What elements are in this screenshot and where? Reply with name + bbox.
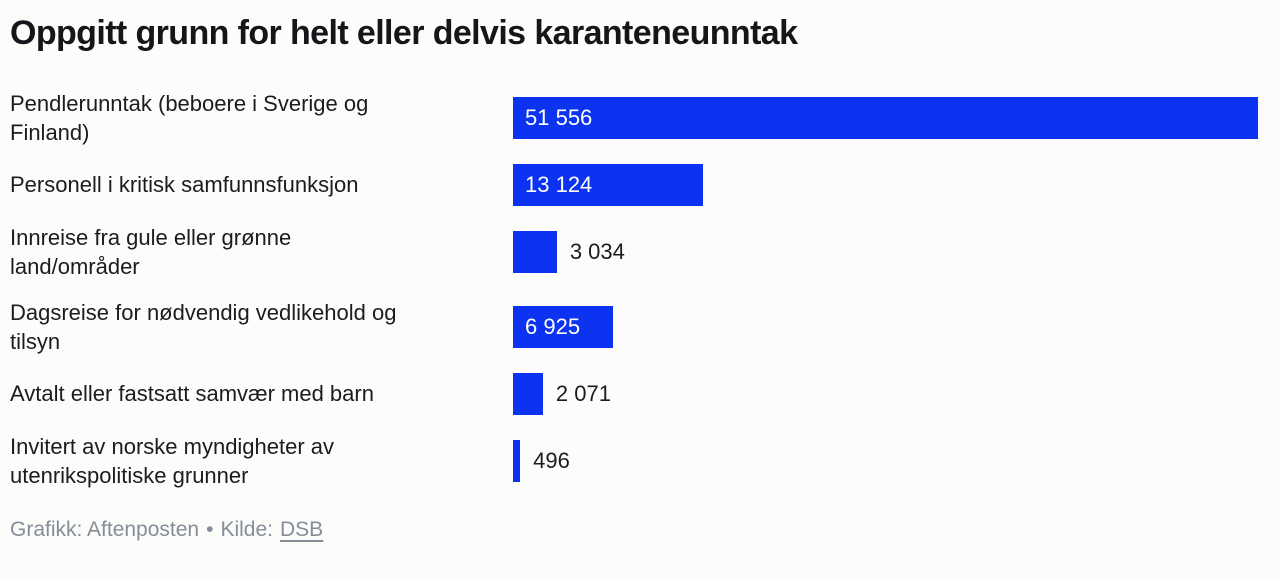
bar: 6 925	[513, 305, 614, 348]
bar-track: 6 925	[513, 305, 1258, 348]
credit-separator: •	[206, 517, 214, 541]
category-label: Invitert av norske myndigheter av utenri…	[10, 433, 335, 488]
category-label: Dagsreise for nødvendig vedlikehold og t…	[10, 299, 397, 354]
bar	[513, 230, 557, 273]
category-label: Avtalt eller fastsatt samvær med barn	[10, 381, 374, 406]
chart-row: Innreise fra gule eller grønne land/områ…	[10, 223, 1258, 281]
source-link[interactable]: DSB	[280, 517, 324, 541]
source-prefix: Kilde:	[220, 517, 273, 541]
credit-text: Grafikk: Aftenposten	[10, 517, 200, 541]
category-label: Innreise fra gule eller grønne land/områ…	[10, 224, 292, 279]
chart-row: Avtalt eller fastsatt samvær med barn 2 0…	[10, 372, 1258, 415]
bar-track: 51 556	[513, 96, 1258, 139]
category-label: Personell i kritisk samfunnsfunksjon	[10, 172, 359, 197]
bar-value: 3 034	[569, 238, 625, 264]
bar-chart: Pendlerunntak (beboere i Sverige og Finl…	[10, 89, 1258, 490]
bar-track: 2 071	[513, 372, 1258, 415]
bar-value: 13 124	[525, 171, 593, 197]
chart-row: Pendlerunntak (beboere i Sverige og Finl…	[10, 89, 1258, 147]
bar	[513, 439, 521, 482]
chart-row: Personell i kritisk samfunnsfunksjon 13 1…	[10, 163, 1258, 206]
bar	[513, 372, 543, 415]
footer-credit: Grafikk: Aftenposten • Kilde: DSB	[10, 518, 1258, 542]
bar-value: 496	[533, 447, 570, 473]
bar: 13 124	[513, 163, 703, 206]
bar-track: 496	[513, 439, 1258, 482]
bar-value: 51 556	[525, 104, 593, 130]
category-label: Pendlerunntak (beboere i Sverige og Finl…	[10, 90, 369, 145]
bar-value: 6 925	[525, 313, 581, 339]
chart-row: Invitert av norske myndigheter av utenri…	[10, 432, 1258, 490]
bar-track: 3 034	[513, 230, 1258, 273]
bar-value: 2 071	[555, 380, 611, 406]
chart-title: Oppgitt grunn for helt eller delvis kara…	[10, 14, 798, 52]
bar: 51 556	[513, 96, 1258, 139]
chart-row: Dagsreise for nødvendig vedlikehold og t…	[10, 298, 1258, 356]
bar-track: 13 124	[513, 163, 1258, 206]
